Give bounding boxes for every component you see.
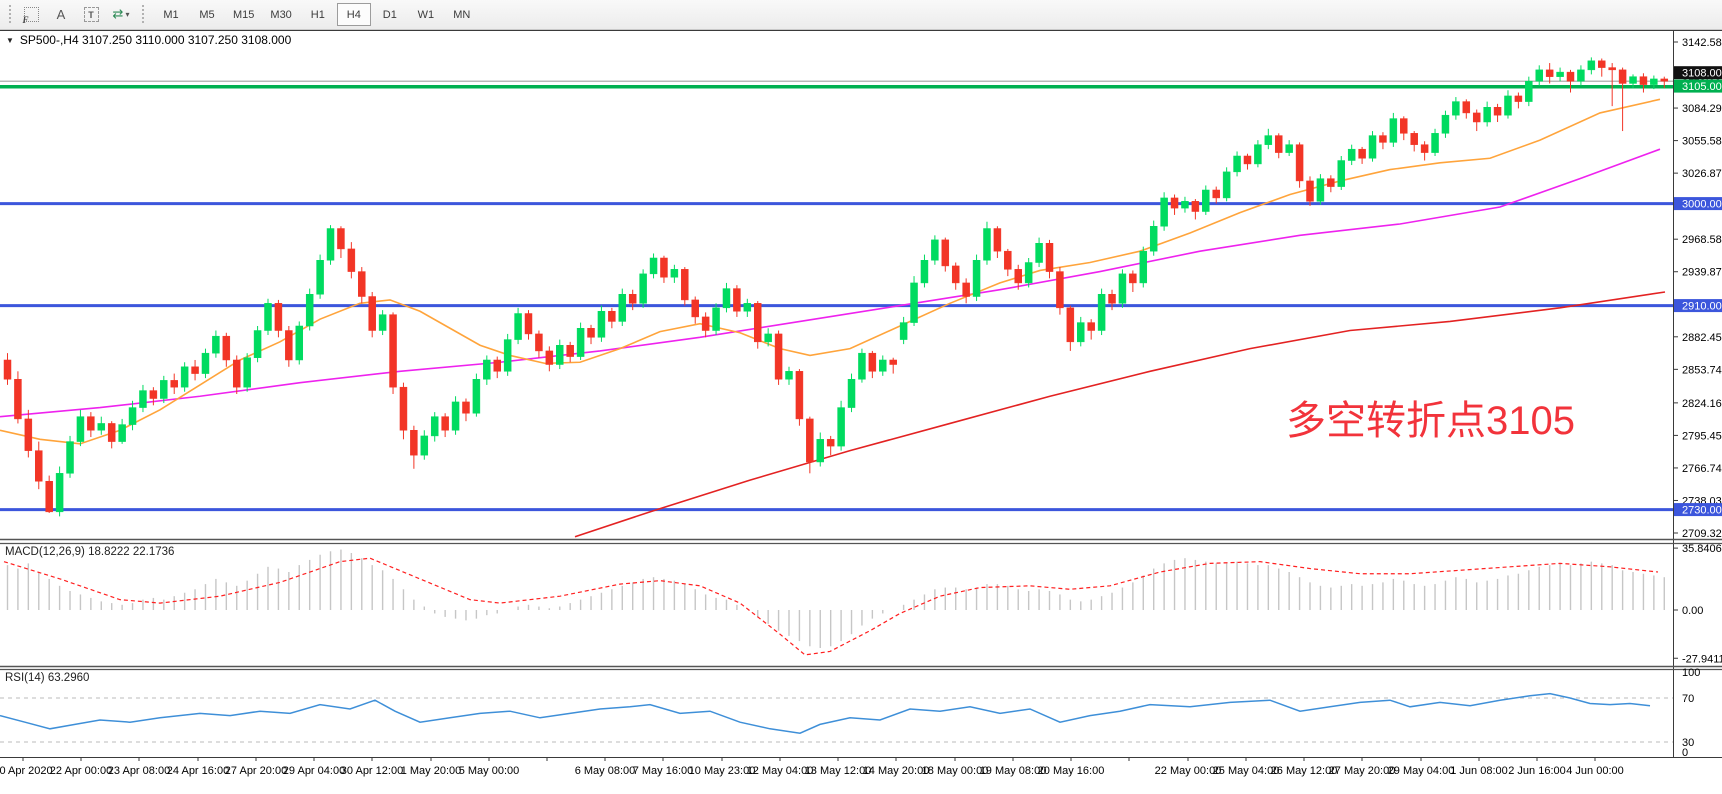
time-axis-label: 14 May 20:00 xyxy=(863,765,930,777)
time-axis-label: 1 Jun 08:00 xyxy=(1450,765,1508,777)
time-axis-label: 2 Jun 16:00 xyxy=(1508,765,1566,777)
price-axis-label: 3055.580 xyxy=(1682,136,1722,148)
price-axis-label: 3084.290 xyxy=(1682,103,1722,115)
ma-red-line xyxy=(574,291,1666,538)
chart-canvas[interactable]: 3142.5803113.0003084.2903055.5803026.870… xyxy=(0,30,1722,794)
annotation-text: 多空转折点3105 xyxy=(1286,399,1575,443)
price-axis[interactable]: 3142.5803113.0003084.2903055.5803026.870… xyxy=(1673,37,1722,540)
time-axis-label: 29 Apr 04:00 xyxy=(283,765,345,777)
macd-axis-label: 35.8406 xyxy=(1682,543,1722,555)
toolbar-grip-2[interactable] xyxy=(140,4,145,25)
toolbar-grip[interactable] xyxy=(7,4,12,25)
grid-tool-icon[interactable]: F xyxy=(16,2,46,28)
moving-averages xyxy=(0,98,1666,538)
price-axis-label: 2939.870 xyxy=(1682,267,1722,279)
price-badge-2910.000 xyxy=(1674,299,1722,313)
time-axis-label: 30 Apr 12:00 xyxy=(341,765,403,777)
chart-menu-triangle-icon[interactable]: ▼ xyxy=(6,35,14,45)
price-axis-label: 2853.740 xyxy=(1682,364,1722,376)
time-axis-label: 5 May 00:00 xyxy=(459,765,520,777)
price-axis-label: 2968.580 xyxy=(1682,234,1722,246)
text-label-tool-icon[interactable]: A xyxy=(46,2,76,28)
rsi-axis-label: 70 xyxy=(1682,693,1694,705)
tf-button-M15[interactable]: M15 xyxy=(226,3,261,26)
svg-text:3000.000: 3000.000 xyxy=(1682,199,1722,211)
toolbar: F A T ⇄ ▾ M1 M5 M15 M30 H1 H4 D1 W1 MN xyxy=(0,0,1722,30)
price-badge-3105.000 xyxy=(1674,79,1722,93)
svg-text:3108.000: 3108.000 xyxy=(1682,68,1722,80)
time-axis-label: 6 May 08:00 xyxy=(575,765,636,777)
grid-tool-glyph: F xyxy=(22,15,29,25)
ma-orange-line xyxy=(0,98,1661,445)
ma-magenta-line xyxy=(0,148,1661,418)
svg-text:2730.000: 2730.000 xyxy=(1682,505,1722,517)
macd-signal-line xyxy=(3,557,1659,656)
tf-button-M5[interactable]: M5 xyxy=(190,3,224,26)
price-axis-label: 3026.870 xyxy=(1682,168,1722,180)
chart-title-text: SP500-,H4 3107.250 3110.000 3107.250 310… xyxy=(19,33,292,47)
price-axis-label: 2766.740 xyxy=(1682,463,1722,475)
time-axis-label: 25 May 04:00 xyxy=(1213,765,1280,777)
time-axis-label: 22 May 00:00 xyxy=(1155,765,1222,777)
tf-button-M30[interactable]: M30 xyxy=(263,3,298,26)
price-axis-label: 2824.160 xyxy=(1682,398,1722,410)
time-axis-label: 20 May 16:00 xyxy=(1038,765,1105,777)
text-box-tool-icon[interactable]: T xyxy=(76,2,106,28)
macd-indicator-label: MACD(12,26,9) 18.8222 22.1736 xyxy=(5,546,175,558)
rsi-axis-label: 30 xyxy=(1682,737,1694,749)
tf-button-H1[interactable]: H1 xyxy=(301,3,335,26)
tf-button-MN[interactable]: MN xyxy=(445,3,479,26)
macd-axis-label: -27.9411 xyxy=(1682,653,1722,665)
time-axis-label: 22 Apr 00:00 xyxy=(50,765,112,777)
tf-button-D1[interactable]: D1 xyxy=(373,3,407,26)
time-axis-label: 29 May 04:00 xyxy=(1388,765,1455,777)
tf-button-W1[interactable]: W1 xyxy=(409,3,443,26)
price-axis-label: 2709.320 xyxy=(1682,528,1722,540)
cycle-tool-icon[interactable]: ⇄ ▾ xyxy=(106,2,136,28)
price-badge-2730.000 xyxy=(1674,503,1722,517)
chart-title-bar: ▼ SP500-,H4 3107.250 3110.000 3107.250 3… xyxy=(6,33,291,47)
time-axis-label: 18 May 00:00 xyxy=(922,765,989,777)
time-axis-label: 26 May 12:00 xyxy=(1271,765,1338,777)
time-axis-label: 13 May 12:00 xyxy=(805,765,872,777)
time-axis-label: 10 May 23:00 xyxy=(689,765,756,777)
price-axis-label: 2882.450 xyxy=(1682,332,1722,344)
cycle-arrows-icon: ⇄ xyxy=(112,7,124,22)
tf-button-M1[interactable]: M1 xyxy=(154,3,188,26)
letter-t-icon: T xyxy=(83,7,99,22)
time-axis-label: 1 May 20:00 xyxy=(401,765,462,777)
macd-pane: 35.8406 0.00 -27.9411 xyxy=(3,543,1722,665)
dotted-box-icon: F xyxy=(22,7,39,25)
time-axis-label: 24 Apr 16:00 xyxy=(167,765,229,777)
letter-a-icon: A xyxy=(56,7,66,22)
svg-text:2910.000: 2910.000 xyxy=(1682,301,1722,313)
rsi-axis-label: 0 xyxy=(1682,747,1688,759)
time-axis-label: 4 Jun 00:00 xyxy=(1566,765,1624,777)
rsi-line xyxy=(0,692,1651,734)
price-badge-3000.000 xyxy=(1674,197,1722,211)
timeframe-toolbar: M1 M5 M15 M30 H1 H4 D1 W1 MN xyxy=(153,2,480,28)
price-axis-label: 2795.450 xyxy=(1682,430,1722,442)
rsi-indicator-label: RSI(14) 63.2960 xyxy=(5,672,90,684)
price-axis-label: 3142.580 xyxy=(1682,37,1722,49)
chart-borders xyxy=(0,30,1722,758)
time-axis-label: 27 Apr 20:00 xyxy=(225,765,287,777)
time-axis-label: 19 May 08:00 xyxy=(980,765,1047,777)
time-axis-label: 12 May 04:00 xyxy=(747,765,814,777)
time-axis-label: 23 Apr 08:00 xyxy=(108,765,170,777)
tf-button-H4[interactable]: H4 xyxy=(336,3,371,26)
svg-text:3105.000: 3105.000 xyxy=(1682,81,1722,93)
time-axis-label: 27 May 20:00 xyxy=(1329,765,1396,777)
time-axis-label: 20 Apr 2020 xyxy=(0,765,53,777)
price-badge-3108.000 xyxy=(1674,66,1722,80)
candlesticks xyxy=(3,57,1669,517)
macd-axis-label: 0.00 xyxy=(1682,605,1703,617)
rsi-axis-label: 100 xyxy=(1682,667,1700,679)
time-axis-label: 7 May 16:00 xyxy=(633,765,694,777)
dropdown-caret-icon[interactable]: ▾ xyxy=(125,10,130,19)
rsi-pane: 100 70 300 xyxy=(0,667,1700,759)
